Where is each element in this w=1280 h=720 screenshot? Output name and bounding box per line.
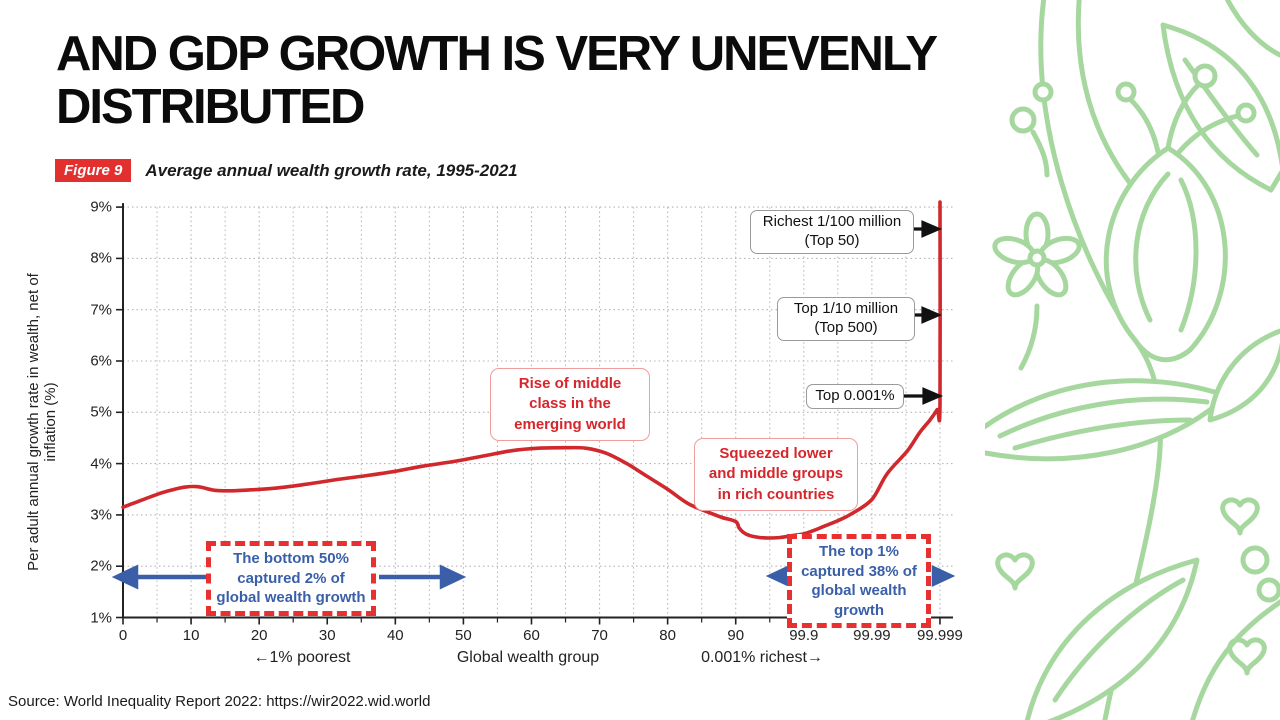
x-tick-label: 40 [386,627,404,644]
y-tick-label: 6% [90,352,112,370]
callout-top-1-10-million: Top 1/10 million (Top 500) [777,297,915,341]
callout-top-0001: Top 0.001% [806,384,904,409]
x-axis-title: Global wealth group [456,649,600,666]
source-note: Source: World Inequality Report 2022: ht… [8,693,431,710]
x-tick-label: 80 [659,627,676,644]
callout-top-1-percent: The top 1% captured 38% of global wealth gr… [787,534,931,628]
x-tick-label: 99.999 [917,627,963,644]
x-tick-label: 30 [318,627,336,644]
figure-header: Figure 9 Average annual wealth growth ra… [55,159,518,182]
x-sublabel-richest: 0.001% richest→ [701,649,823,666]
x-tick-label: 99.99 [853,627,891,644]
y-tick-label: 7% [90,301,112,319]
figure-caption: Average annual wealth growth rate, 1995-… [145,160,518,180]
floral-pattern [985,0,1280,720]
x-tick-label: 50 [455,627,472,644]
y-tick-label: 4% [90,455,112,473]
callout-richest-top50: Richest 1/100 million (Top 50) [750,210,914,254]
growth-rate-curve [121,200,942,540]
y-tick-label: 1% [90,609,112,626]
x-tick-label: 10 [182,627,200,644]
y-tick-label: 9% [90,198,112,216]
x-tick-label: 60 [523,627,540,644]
x-tick-label: 90 [727,627,745,644]
y-tick-label: 3% [90,506,112,524]
callout-rise-middle-class: Rise of middle class in the emerging world [490,368,650,441]
x-tick-label: 70 [591,627,608,644]
y-tick-label: 5% [90,403,112,421]
callout-squeezed-groups: Squeezed lower and middle groups in rich c… [694,438,858,511]
x-tick-label: 0 [118,627,128,644]
slide-title-line1: AND GDP GROWTH IS VERY UNEVENLY [56,27,938,81]
x-tick-label: 20 [250,627,268,644]
slide-title: AND GDP GROWTH IS VERY UNEVENLY DISTRIBU… [56,28,986,134]
x-sublabel-poorest: ←1% poorest [253,649,351,666]
y-tick-label: 8% [90,249,112,267]
y-axis-title: Per adult annual growth rate in wealth, … [25,273,59,571]
slide-title-line2: DISTRIBUTED [56,79,365,134]
x-tick-label: 99.9 [789,627,819,644]
callout-bottom-50-percent: The bottom 50% captured 2% of global wealt… [206,541,376,616]
figure-tag: Figure 9 [55,159,132,182]
y-tick-label: 2% [90,557,112,575]
